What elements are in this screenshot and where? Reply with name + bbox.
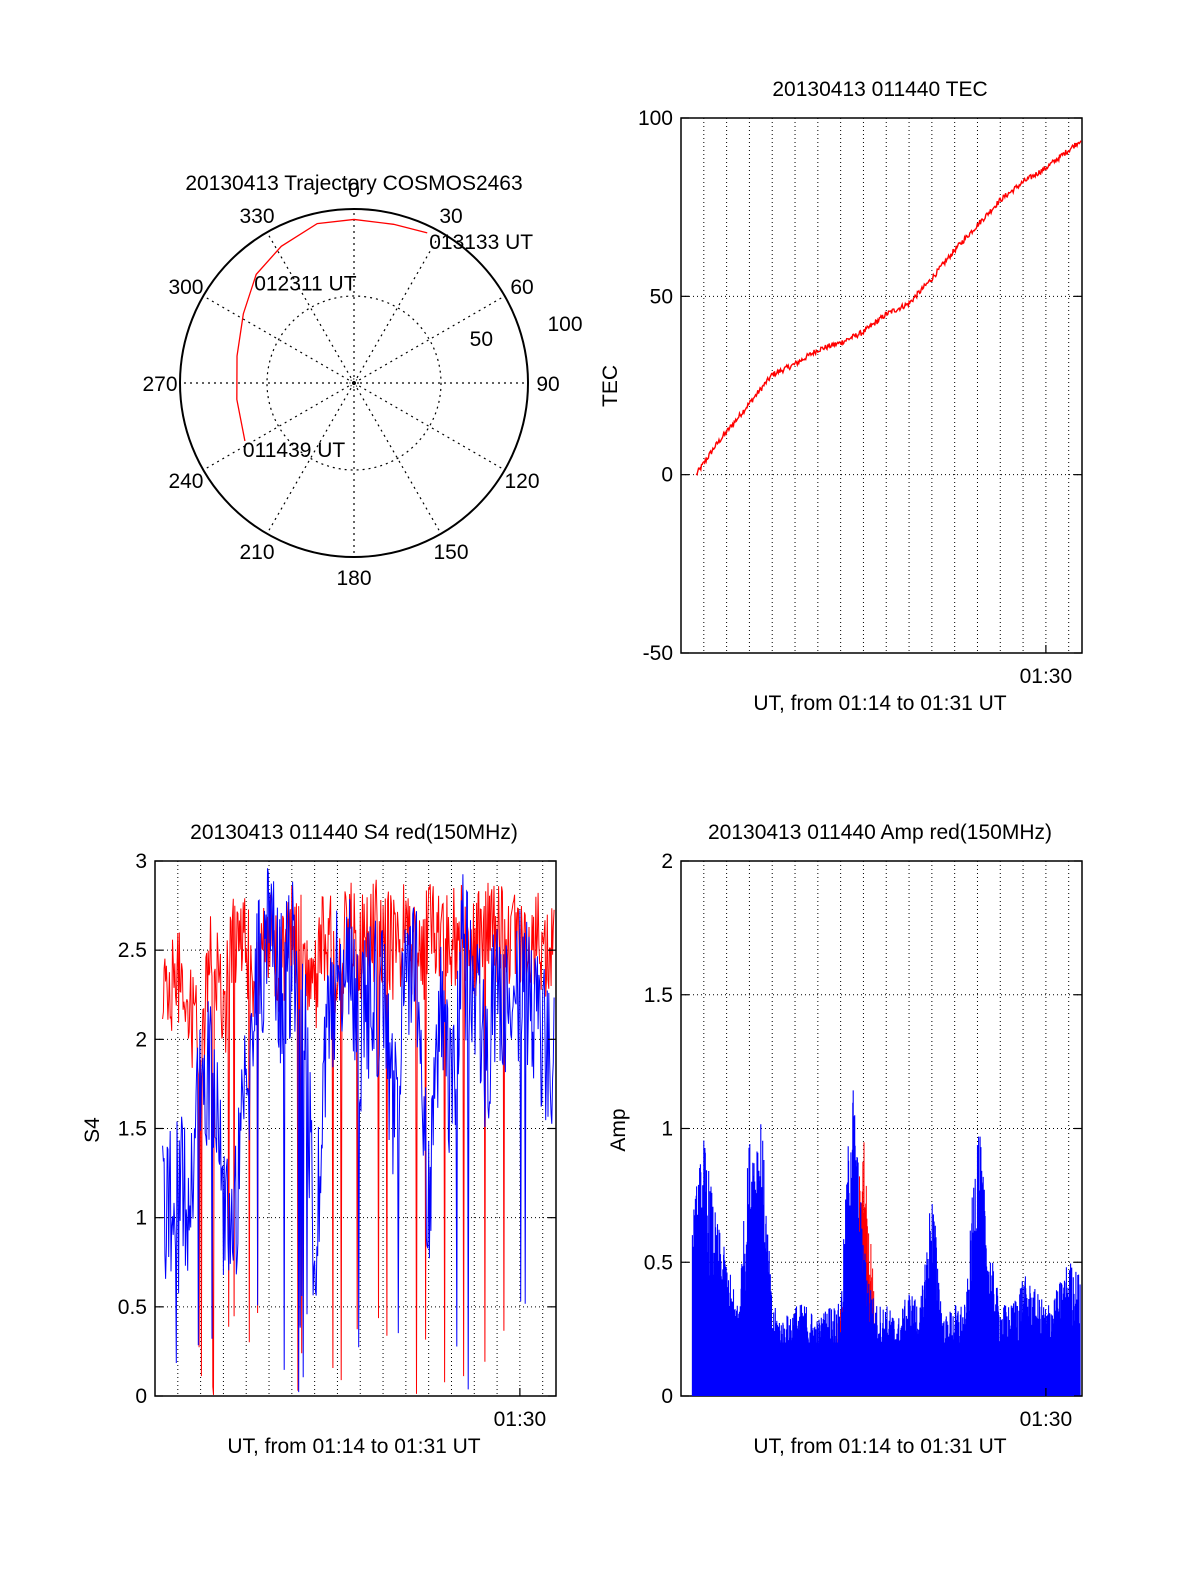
y-tick-label: 1.5 [118,1118,147,1141]
y-tick-label: -50 [643,642,673,665]
s4-panel: 20130413 011440 S4 red(150MHz) 0 0.5 1 1.5 2… [81,821,557,1458]
polar-spoke [353,232,442,384]
tec-title: 20130413 011440 TEC [772,78,987,101]
s4-blue-line [162,868,555,1393]
y-tick-label: 0.5 [118,1296,147,1319]
tec-line [695,140,1082,476]
s4-series [162,868,555,1395]
trajectory-time-label: 013133 UT [429,231,533,254]
s4-x-label: UT, from 01:14 to 01:31 UT [227,1435,480,1458]
polar-azimuth-label: 120 [504,470,539,493]
polar-azimuth-label: 300 [168,276,203,299]
tec-grid [681,118,1082,653]
amp-y-axis: 0 0.5 1 1.5 2 [644,850,1082,1408]
y-tick-label: 1 [661,1118,673,1141]
y-tick-label: 0.5 [644,1251,673,1274]
polar-azimuth-label: 240 [168,470,203,493]
polar-trajectory: 011439 UT 012311 UT 013133 UT [236,218,533,462]
amp-y-label: Amp [607,1108,630,1151]
polar-azimuth-label: 90 [536,373,559,396]
polar-grid [180,209,528,557]
amp-grid [681,861,1082,1396]
s4-y-axis: 0 0.5 1 1.5 2 2.5 3 [118,850,556,1408]
y-tick-label: 2.5 [118,939,147,962]
polar-azimuth-label: 180 [336,567,371,590]
tec-y-label: TEC [599,365,622,407]
s4-x-axis: 01:30 [494,1388,547,1431]
trajectory-line [236,218,428,442]
trajectory-title: 20130413 Trajectory COSMOS2463 [185,172,522,195]
polar-spoke [203,382,355,471]
x-tick-label: 01:30 [1020,1408,1073,1431]
tec-plot-frame [680,117,1083,654]
s4-red-line [162,879,555,1395]
trajectory-panel: 20130413 Trajectory COSMOS2463 0 30 60 90 12… [142,172,582,590]
polar-spoke [266,382,355,534]
x-tick-label: 01:30 [494,1408,547,1431]
polar-spoke [353,295,505,384]
trajectory-time-label: 012311 UT [254,272,357,295]
polar-radius-label: 50 [470,328,493,351]
polar-spoke [353,382,505,471]
polar-radius-label: 100 [547,313,582,336]
y-tick-label: 2 [135,1028,147,1051]
y-tick-label: 1 [135,1207,147,1230]
polar-azimuth-label: 330 [239,205,274,228]
polar-spoke [203,295,355,384]
polar-azimuth-label: 150 [433,541,468,564]
trajectory-time-label: 011439 UT [243,439,346,462]
polar-center [349,378,359,388]
amp-x-label: UT, from 01:14 to 01:31 UT [753,1435,1006,1458]
tec-y-axis: -50 0 50 100 [638,107,1082,665]
polar-azimuth-label: 270 [142,373,177,396]
tec-panel: 20130413 011440 TEC -50 0 50 100 01:30 UT, … [599,78,1083,715]
y-tick-label: 0 [661,464,673,487]
polar-outer-ring [179,208,529,558]
tec-series [695,140,1082,476]
amp-x-axis: 01:30 [1020,1388,1073,1431]
polar-azimuth-label: 210 [239,541,274,564]
amp-series [691,1090,1081,1396]
tec-x-label: UT, from 01:14 to 01:31 UT [753,692,1006,715]
y-tick-label: 100 [638,107,673,130]
amp-blue-fill [692,1342,1081,1396]
s4-y-label: S4 [81,1117,104,1143]
polar-ring-50 [266,295,442,471]
polar-spoke [266,232,355,384]
y-tick-label: 0 [661,1385,673,1408]
y-tick-label: 1.5 [644,984,673,1007]
polar-azimuth-label: 30 [439,205,462,228]
polar-azimuth-label: 0 [348,179,360,202]
y-tick-label: 2 [661,850,673,873]
y-tick-label: 50 [650,285,673,308]
y-tick-label: 3 [135,850,147,873]
tec-x-axis: 01:30 [1020,645,1073,688]
polar-spoke [353,382,442,534]
amp-panel: 20130413 011440 Amp red(150MHz) 0 0.5 1 1.5… [607,821,1083,1458]
y-tick-label: 0 [135,1385,147,1408]
polar-azimuth-label: 60 [510,276,533,299]
amp-title: 20130413 011440 Amp red(150MHz) [708,821,1052,844]
x-tick-label: 01:30 [1020,665,1073,688]
s4-title: 20130413 011440 S4 red(150MHz) [190,821,518,844]
polar-azimuth-labels: 0 30 60 90 120 150 180 210 240 270 300 330 50 100 [142,179,582,590]
